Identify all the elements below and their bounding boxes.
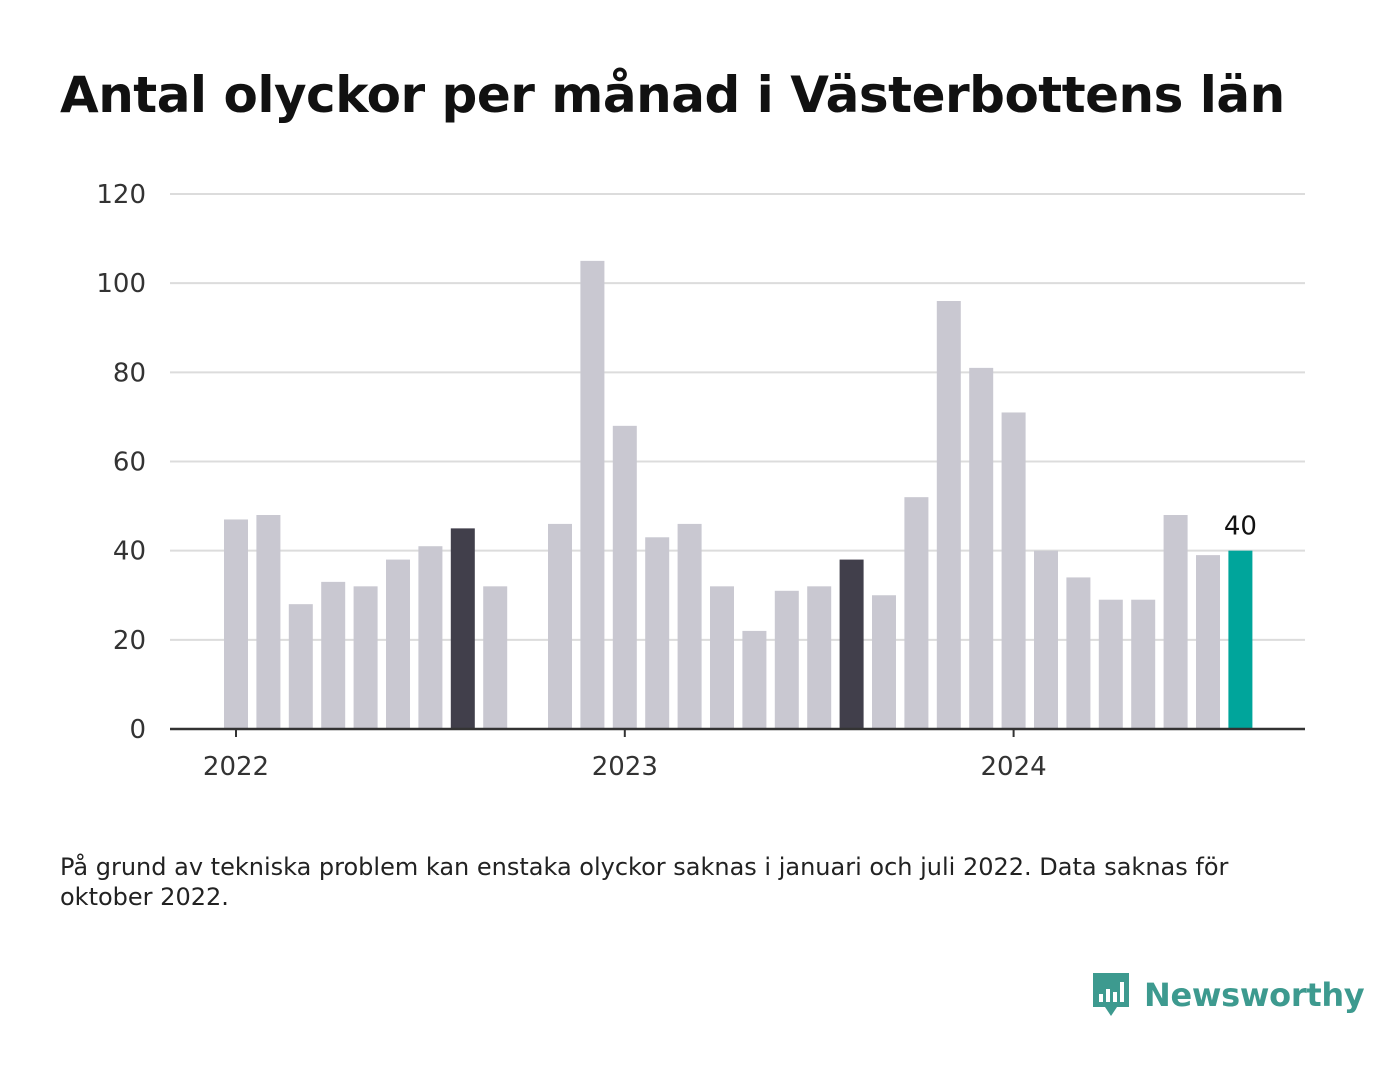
y-tick-label: 0 (129, 715, 146, 745)
y-tick-label: 120 (96, 180, 146, 210)
x-tick-label: 2024 (981, 752, 1047, 782)
bar-2024-04 (1098, 599, 1123, 729)
x-tick-label: 2023 (592, 752, 658, 782)
bar-2022-07 (418, 546, 443, 729)
y-tick-label: 20 (113, 626, 146, 656)
bar-chart-speech-bubble-icon (1093, 973, 1129, 1016)
bars (224, 260, 1253, 729)
y-tick-label: 40 (113, 537, 146, 567)
bar-2022-02 (256, 515, 281, 729)
latest-value-label: 40 (1224, 512, 1257, 542)
bar-chart: 0 20 40 60 80 100 120 2022 2023 2024 40 (96, 180, 1305, 782)
bar-2022-04 (321, 581, 346, 729)
y-tick-label: 100 (96, 269, 146, 299)
bar-2023-10 (904, 497, 929, 729)
brand-name: Newsworthy (1144, 976, 1365, 1014)
bar-2024-05 (1131, 599, 1156, 729)
chart-title: Antal olyckor per månad i Västerbottens … (60, 66, 1285, 124)
bar-2023-04 (710, 586, 734, 729)
bar-2024-03 (1066, 577, 1091, 729)
bar-2022-09 (483, 586, 508, 729)
bar-2024-06 (1163, 515, 1188, 729)
bar-2023-05 (742, 630, 767, 729)
bar-2023-07 (807, 586, 832, 729)
x-axis: 2022 2023 2024 (170, 727, 1305, 782)
x-tick-label: 2022 (203, 752, 269, 782)
bar-2023-11 (936, 301, 961, 729)
y-axis: 0 20 40 60 80 100 120 (96, 180, 146, 745)
bar-2022-11 (548, 523, 572, 729)
bar-2024-01 (1001, 412, 1026, 729)
y-tick-label: 60 (113, 448, 146, 478)
bar-2023-12 (969, 367, 994, 729)
bar-2023-08 (839, 559, 864, 729)
bar-2023-01 (612, 425, 637, 729)
bar-2022-01 (224, 519, 248, 729)
bar-2023-06 (774, 590, 799, 729)
bar-2023-09 (872, 595, 896, 729)
bar-2022-12 (580, 260, 605, 729)
bar-2023-02 (645, 537, 670, 729)
y-tick-label: 80 (113, 358, 146, 388)
footnote: På grund av tekniska problem kan enstaka… (60, 853, 1229, 911)
bar-2023-03 (677, 523, 702, 729)
bar-2024-07 (1196, 555, 1220, 729)
bar-2022-03 (288, 604, 313, 729)
grid-lines (170, 193, 1305, 641)
bar-2024-08 (1228, 550, 1253, 729)
bar-2022-08 (450, 528, 475, 729)
bar-2022-06 (386, 559, 410, 729)
bar-2024-02 (1034, 550, 1058, 729)
data-labels: 40 (1224, 512, 1257, 542)
bar-2022-05 (353, 586, 378, 729)
brand-logo[interactable]: Newsworthy (1090, 968, 1365, 1022)
